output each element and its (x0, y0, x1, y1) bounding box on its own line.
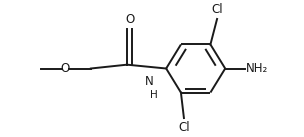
Text: O: O (60, 62, 70, 75)
Text: O: O (125, 13, 134, 26)
Text: N: N (145, 75, 154, 88)
Text: NH₂: NH₂ (246, 62, 268, 75)
Text: Cl: Cl (211, 3, 223, 16)
Text: H: H (150, 90, 158, 100)
Text: Cl: Cl (178, 121, 190, 134)
